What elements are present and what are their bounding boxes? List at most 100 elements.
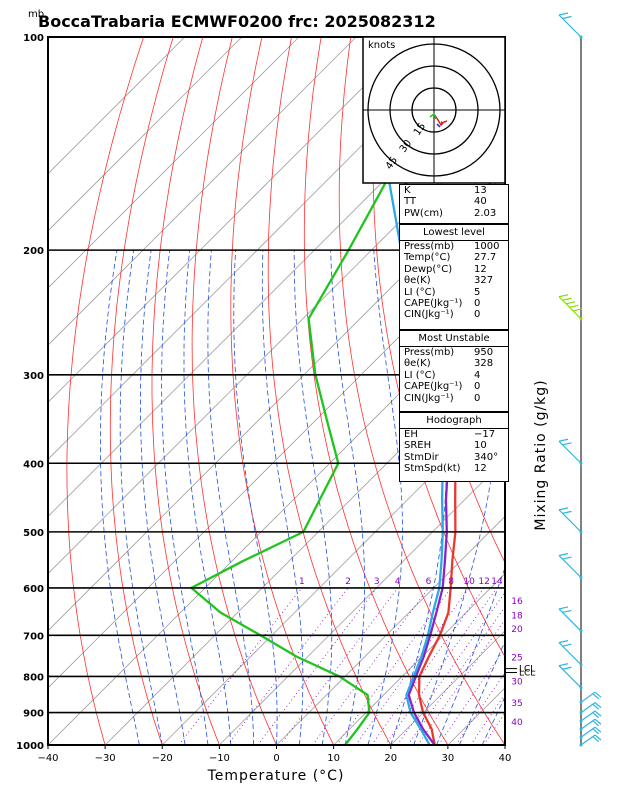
stability-indices-panel: K 13 TT 40 PW(cm) 2.03 Lowest level Press(m… — [399, 184, 509, 482]
index-summary-box: K 13 TT 40 PW(cm) 2.03 — [399, 184, 509, 224]
lowest-row: Dewp(°C) 12 — [400, 264, 508, 275]
dry-adiabat-line — [372, 37, 505, 658]
pw-row: PW(cm) 2.03 — [400, 208, 508, 219]
k-index-row: K 13 — [400, 185, 508, 196]
hodograph-trace-blue — [436, 123, 441, 128]
moist-adiabat-line — [140, 250, 186, 745]
isotherm-line — [219, 458, 505, 745]
isotherm-line — [48, 37, 414, 403]
pw-value: 2.03 — [474, 207, 497, 219]
pressure-tick-600: 600 — [23, 584, 44, 595]
unstable-label: CIN(Jkg⁻¹) — [404, 392, 454, 404]
isotherm-line — [161, 401, 505, 745]
unstable-row: θe(K) 328 — [400, 358, 508, 369]
hodograph-trace-green — [429, 112, 437, 120]
hodo_table-value: 340° — [474, 451, 499, 463]
mixing-ratio-label-40: 40 — [511, 718, 523, 728]
temperature-tick-3: −10 — [209, 753, 230, 764]
most-unstable-box: Most Unstable Press(mb) 950 θe(K) 328 LI (°C… — [399, 330, 509, 412]
tt-index-value: 40 — [474, 196, 487, 208]
unstable-row: Press(mb) 950 — [400, 347, 508, 358]
unstable-value: 0 — [474, 381, 481, 393]
isotherm-line — [333, 573, 505, 745]
wind-barb — [558, 438, 583, 465]
lcl-label-0: LCL — [519, 665, 535, 675]
dry-adiabat-line — [109, 37, 174, 745]
wind-barb — [558, 507, 583, 534]
mixing-ratio-line — [407, 606, 505, 745]
temperature-tick-6: 20 — [384, 753, 397, 764]
lowest-label: Temp(°C) — [404, 252, 451, 264]
lowest-value: 0 — [474, 309, 481, 321]
pressure-tick-900: 900 — [23, 709, 44, 720]
lowest-row: CAPE(Jkg⁻¹) 0 — [400, 298, 508, 309]
lowest-row: Press(mb) 1000 — [400, 241, 508, 252]
dry-adiabat-line — [498, 37, 505, 158]
chart-title: BoccaTrabaria ECMWF0200 frc: 2025082312 — [38, 12, 436, 31]
lowest-level-box: Lowest level Press(mb) 1000 Temp(°C) 27.7 De… — [399, 224, 509, 330]
lowest-label: Press(mb) — [404, 241, 455, 252]
pressure-tick-200: 200 — [23, 246, 44, 257]
pressure-unit-label: mb — [28, 9, 44, 20]
mixing-ratio-line — [257, 587, 378, 745]
pressure-tick-800: 800 — [23, 672, 44, 683]
dry-adiabat-line — [151, 37, 220, 745]
unstable-label: LI (°C) — [404, 369, 436, 381]
hodo_table-value: −17 — [474, 429, 496, 440]
temperature-tick-0: −40 — [37, 753, 58, 764]
lowest-label: LI (°C) — [404, 286, 436, 298]
mixing-ratio-label-3: 3 — [374, 577, 380, 587]
temperature-tick-labels: −40 −30 −20 −10 0 10 20 30 40 — [37, 745, 511, 764]
moist-adiabat-line — [293, 250, 333, 745]
unstable-label: Press(mb) — [404, 347, 455, 358]
isotherm-line — [48, 37, 243, 232]
moist-adiabat-line — [161, 250, 209, 745]
mixing-ratio-label-2: 2 — [345, 577, 351, 587]
pressure-tick-labels: 100 200 300 400 500 600 700 800 900 1000 — [16, 33, 44, 752]
isotherm-line — [48, 37, 357, 346]
lowest-value: 327 — [474, 275, 494, 287]
mixing-ratio-axis-label: Mixing Ratio (g/kg) — [533, 379, 549, 530]
lowest-value: 1000 — [474, 241, 500, 252]
isotherm-line — [48, 37, 471, 460]
lowest-row: LI (°C) 5 — [400, 287, 508, 298]
wind-barb — [558, 640, 583, 667]
mixing-ratio-line — [355, 587, 470, 745]
wind-barb — [579, 718, 602, 731]
lcl-label-1: LCL — [519, 669, 535, 679]
mixing-ratio-line — [384, 587, 498, 745]
isotherm-line — [562, 37, 618, 745]
moist-adiabat-line — [233, 250, 278, 745]
isotherm-line — [48, 37, 186, 175]
dry-adiabat-line — [558, 37, 618, 745]
unstable-value: 4 — [474, 369, 481, 381]
tt-index-row: TT 40 — [400, 196, 508, 207]
mixing-ratio-line — [483, 712, 505, 745]
unstable-row: CAPE(Jkg⁻¹) 0 — [400, 381, 508, 392]
wind-barb — [579, 702, 602, 715]
mixing-ratio-label-14: 14 — [491, 577, 503, 587]
isotherm-line — [48, 230, 505, 689]
wind-barb — [579, 710, 602, 723]
hodo_table-value: 10 — [474, 440, 487, 452]
dry-adiabat-line — [191, 37, 277, 745]
pw-label: PW(cm) — [404, 207, 443, 219]
lowest-level-header: Lowest level — [400, 225, 508, 241]
unstable-label: θe(K) — [404, 358, 431, 370]
mixing-ratio-label-35: 35 — [511, 699, 522, 709]
isotherm-line — [504, 744, 505, 745]
wind-barb — [579, 734, 602, 747]
k-index-value: 13 — [474, 185, 487, 196]
lowest-row: Temp(°C) 27.7 — [400, 252, 508, 263]
hodo_table-row: StmSpd(kt) 12 — [400, 463, 508, 474]
pressure-tick-700: 700 — [23, 631, 44, 642]
unstable-value: 950 — [474, 347, 494, 358]
mixing-ratio-label-4: 4 — [395, 577, 401, 587]
moist-adiabat-line — [119, 250, 163, 745]
dry-adiabat-line — [66, 37, 144, 745]
dry-adiabat-line — [587, 37, 618, 745]
lowest-label: CAPE(Jkg⁻¹) — [404, 297, 463, 309]
moist-adiabat-line — [183, 250, 232, 745]
hodo_table-label: EH — [404, 429, 418, 440]
